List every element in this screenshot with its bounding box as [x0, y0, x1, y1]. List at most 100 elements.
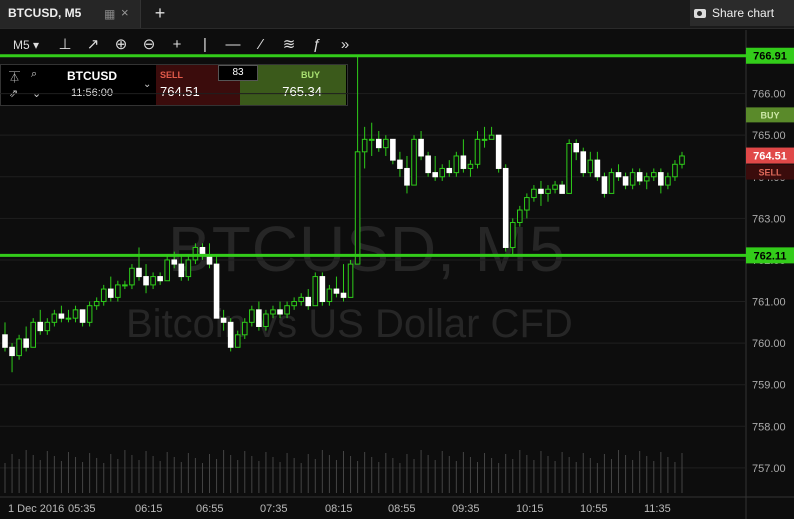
external-link-icon[interactable]: ⇗ [9, 88, 19, 100]
buy-price: 765.34 [282, 84, 322, 99]
fast-forward-icon[interactable]: » [340, 36, 350, 53]
x-tick-label: 10:15 [516, 503, 544, 515]
candle-body [481, 138, 488, 141]
candle-body [425, 155, 431, 174]
price-level-label: 762.11 [753, 250, 786, 262]
candle-body [79, 309, 86, 323]
current-price-label: 764.51 [753, 151, 787, 163]
spread-badge: 83 [218, 65, 258, 81]
candle-body [23, 338, 29, 348]
trend-tool-icon[interactable]: ⊥ [58, 36, 72, 53]
y-tick-label: 765.00 [752, 130, 786, 142]
horizontal-line-icon[interactable]: — [225, 36, 241, 53]
y-tick-label: 766.00 [752, 89, 786, 101]
zoom-in-icon[interactable]: ⊕ [114, 36, 128, 53]
candle-body [44, 321, 51, 332]
candle-body [488, 134, 495, 140]
period-label: M5 [12, 38, 30, 52]
trend-line-icon[interactable]: ⁄ [259, 36, 263, 53]
candle-body [383, 138, 389, 149]
x-tick-label: 1 Dec 2016 [8, 503, 64, 515]
candle-body [594, 159, 601, 178]
candle-body [538, 188, 544, 194]
vertical-line-icon[interactable]: | [203, 36, 207, 53]
pin-icon[interactable]: ⏄ [9, 72, 20, 84]
candle-body [587, 159, 594, 174]
fibonacci-icon[interactable]: ≋ [282, 36, 296, 53]
candle-body [573, 142, 580, 153]
candle-body [432, 172, 438, 178]
candle-body [629, 172, 636, 186]
share-chart-label: Share chart [712, 6, 775, 20]
candle-body [643, 176, 650, 182]
candle-body [495, 134, 502, 169]
y-tick-label: 762.00 [752, 255, 786, 267]
y-tick-label: 763.00 [752, 213, 786, 225]
grid-icon[interactable]: ▦ [104, 7, 116, 21]
x-tick-label: 05:35 [68, 503, 96, 515]
chevron-down-icon: ▾ [32, 38, 40, 52]
candle-body [545, 188, 551, 194]
function-icon[interactable]: ƒ [312, 36, 322, 53]
candle-body [30, 321, 37, 348]
sell-price: 764.51 [160, 84, 200, 99]
candle-body [418, 138, 424, 157]
candle-body [566, 142, 572, 194]
candle-body [51, 313, 58, 323]
watermark-symbol: BTCUSD, M5 [168, 213, 566, 285]
candle-body [397, 159, 403, 169]
candle-body [143, 276, 149, 286]
candle-body [467, 163, 474, 169]
candle-body [552, 184, 558, 190]
candle-body [679, 155, 685, 165]
buy-tag-label: BUY [760, 110, 779, 120]
candle-body [86, 305, 93, 323]
close-icon[interactable]: × [121, 5, 129, 20]
trade-panel: ⏄ ⌕ ⇗ ⌄ BTCUSD 11:56:00 ⌄ SELL 764.51 BU… [0, 64, 348, 106]
candle-body [136, 267, 142, 278]
candle-body [157, 276, 163, 282]
candle-body [298, 296, 304, 303]
candle-body [72, 309, 79, 319]
candle-body [580, 151, 587, 174]
candle-body [58, 313, 65, 319]
x-tick-label: 09:35 [452, 503, 480, 515]
top-bar: BTCUSD, M5 ▦ × + Share chart [0, 0, 794, 29]
symbol-label: BTCUSD [67, 69, 117, 83]
candle-body [375, 138, 382, 149]
candle-body [636, 172, 643, 182]
candle-body [333, 288, 340, 294]
sell-tag-label: SELL [758, 168, 782, 178]
candle-body [453, 155, 460, 174]
current-price-tag [746, 147, 794, 164]
candle-body [474, 138, 481, 165]
x-tick-label: 10:55 [580, 503, 608, 515]
chevron-down-icon[interactable]: ⌄ [32, 88, 42, 100]
chart-tab[interactable]: BTCUSD, M5 ▦ × [0, 0, 141, 28]
crosshair-icon[interactable]: + [172, 36, 182, 53]
candle-body [524, 197, 530, 211]
watermark-description: Bitcoin vs US Dollar CFD [126, 302, 573, 346]
add-tab-button[interactable]: + [154, 3, 166, 23]
sell-label: SELL [160, 70, 184, 80]
share-chart-button[interactable]: Share chart [690, 0, 794, 26]
candle-body [439, 167, 446, 178]
candle-body [650, 172, 657, 178]
candle-body [129, 267, 135, 286]
indicator-icon[interactable]: ↗ [86, 36, 100, 53]
candle-body [368, 138, 375, 141]
candle-body [460, 155, 467, 169]
x-tick-label: 08:15 [325, 503, 353, 515]
buy-tag [746, 107, 794, 123]
x-tick-label: 11:35 [644, 503, 671, 515]
drawing-toolbar: M5 ▾ ⊥ ↗ ⊕ ⊖ + | — ⁄ ≋ ƒ » [0, 32, 360, 58]
price-level-tag [746, 47, 794, 64]
candle-body [93, 301, 100, 307]
period-selector[interactable]: M5 ▾ [4, 32, 48, 58]
chevron-down-icon[interactable]: ⌄ [143, 79, 152, 90]
candle-body [390, 138, 396, 161]
zoom-out-icon[interactable]: ⊖ [142, 36, 156, 53]
time-label: 11:56:00 [70, 87, 113, 99]
search-icon[interactable]: ⌕ [31, 68, 38, 80]
y-tick-label: 761.00 [752, 297, 786, 309]
